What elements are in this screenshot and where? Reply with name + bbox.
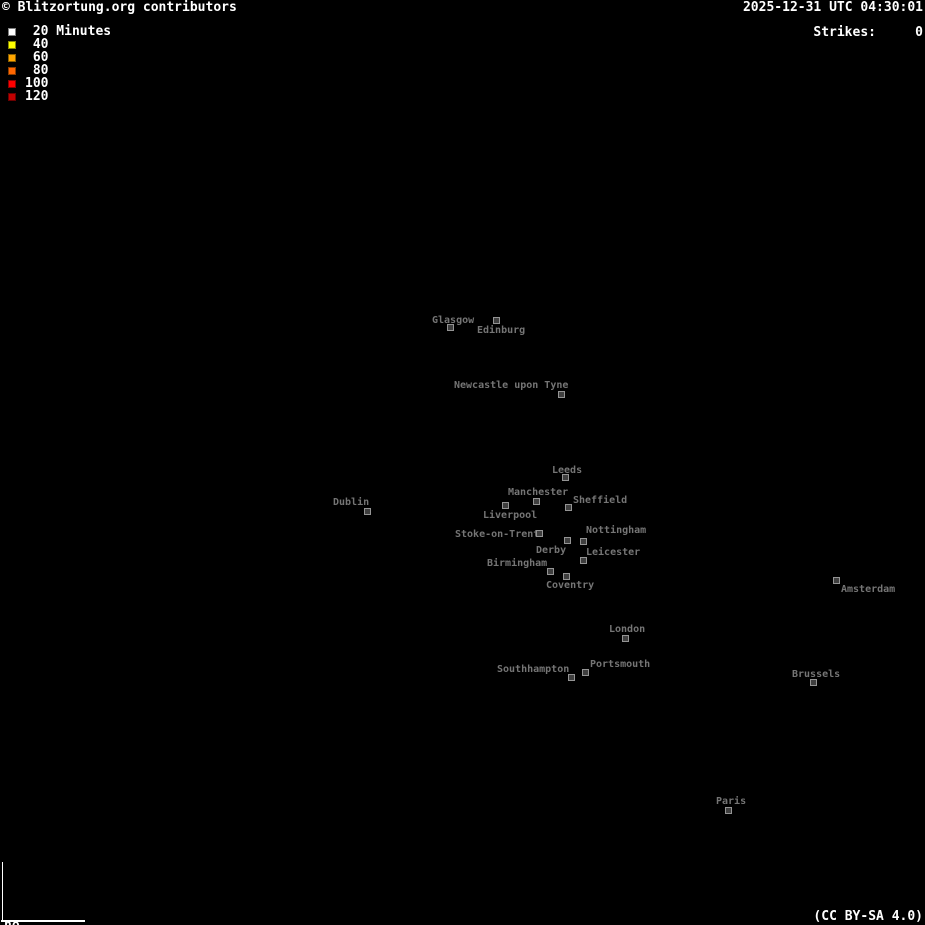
legend-swatch-icon: [8, 66, 16, 75]
legend-swatch-icon: [8, 92, 16, 101]
legend-row: 80: [0, 64, 48, 77]
legend-swatch-icon: [8, 27, 16, 36]
city-marker-icon: [564, 537, 571, 544]
city-marker-icon: [364, 508, 371, 515]
city-marker-icon: [833, 577, 840, 584]
city-marker-icon: [582, 669, 589, 676]
legend-row: 60: [0, 51, 48, 64]
datetime-text: 2025-12-31 UTC 04:30:01: [742, 0, 923, 15]
legend-swatch-icon: [8, 53, 16, 62]
city-marker-icon: [562, 474, 569, 481]
strikes-label: Strikes:: [813, 25, 876, 40]
legend-swatch-icon: [8, 79, 16, 88]
legend-label: 20 Minutes: [25, 24, 112, 39]
city-label: Manchester: [508, 487, 569, 498]
city-label: Birmingham: [487, 558, 548, 569]
city-label: Coventry: [546, 580, 595, 591]
city-marker-icon: [493, 317, 500, 324]
attribution-text: © Blitzortung.org contributors: [2, 0, 237, 15]
legend-label: 40: [25, 37, 49, 52]
city-label: Portsmouth: [590, 659, 651, 670]
city-label: Brussels: [792, 669, 841, 680]
strikes-counter: Strikes: 0: [813, 26, 923, 39]
strikes-value: 0: [915, 25, 923, 40]
city-label: Liverpool: [483, 510, 538, 521]
license-text: (CC BY-SA 4.0): [813, 909, 923, 924]
city-marker-icon: [563, 573, 570, 580]
city-label: Derby: [536, 545, 567, 556]
city-label: Dublin: [333, 497, 370, 508]
city-marker-icon: [568, 674, 575, 681]
city-marker-icon: [447, 324, 454, 331]
city-label: Edinburg: [477, 325, 526, 336]
city-marker-icon: [725, 807, 732, 814]
city-label: Leicester: [586, 547, 641, 558]
city-marker-icon: [580, 557, 587, 564]
city-marker-icon: [536, 530, 543, 537]
city-label: Paris: [716, 796, 747, 807]
city-marker-icon: [580, 538, 587, 545]
city-label: Nottingham: [586, 525, 647, 536]
city-label: Leeds: [552, 465, 583, 476]
city-label: Sheffield: [573, 495, 628, 506]
city-label: Newcastle upon Tyne: [454, 380, 569, 391]
city-marker-icon: [558, 391, 565, 398]
city-marker-icon: [810, 679, 817, 686]
activity-status-line-1: no: [4, 919, 67, 925]
city-marker-icon: [502, 502, 509, 509]
legend-label: 120: [25, 89, 49, 104]
legend-row: 40: [0, 38, 48, 51]
activity-graph-axis-horizontal: [1, 920, 85, 922]
city-label: Amsterdam: [841, 584, 896, 595]
city-marker-icon: [547, 568, 554, 575]
activity-graph-axis-vertical: [2, 862, 3, 921]
legend-row: 20 Minutes: [0, 25, 111, 38]
city-label: Stoke-on-Trent: [455, 529, 540, 540]
legend-row: 100: [0, 77, 48, 90]
legend-label: 100: [25, 76, 49, 91]
legend-label: 60: [25, 50, 49, 65]
activity-status: no activity: [4, 893, 67, 925]
legend-swatch-icon: [8, 40, 16, 49]
city-label: Glasgow: [432, 315, 475, 326]
city-marker-icon: [622, 635, 629, 642]
legend-row: 120: [0, 90, 48, 103]
legend-label: 80: [25, 63, 49, 78]
city-marker-icon: [533, 498, 540, 505]
city-label: Southhampton: [497, 664, 570, 675]
city-label: London: [609, 624, 646, 635]
city-marker-icon: [565, 504, 572, 511]
